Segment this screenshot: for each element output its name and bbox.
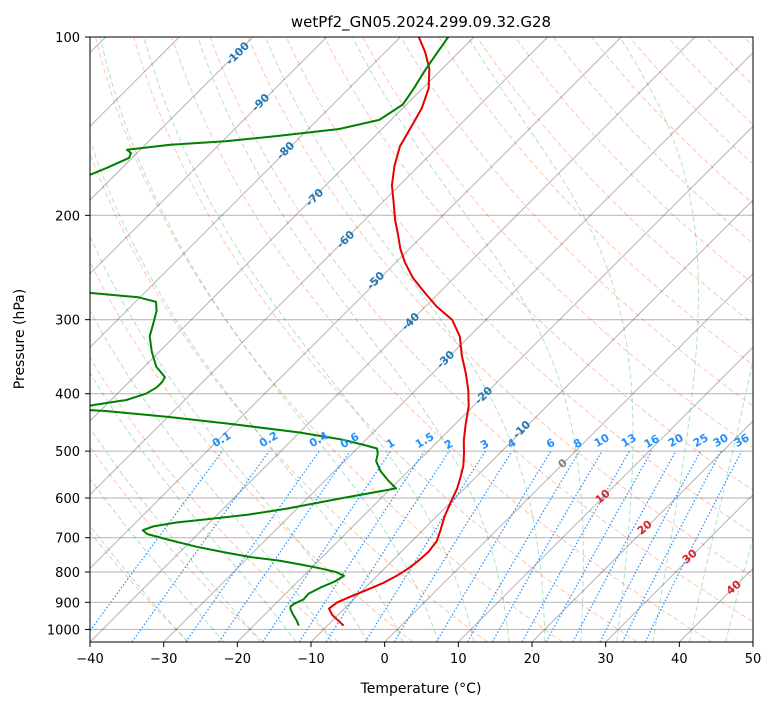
x-axis-label: Temperature (°C) <box>360 681 482 697</box>
y-tick-label: 1000 <box>47 623 80 638</box>
dry-adiabat <box>591 37 775 642</box>
mixing-ratio-label: 16 <box>642 432 662 451</box>
dry-adiabat-label: -50 <box>364 269 387 292</box>
x-tick-label: 0 <box>381 652 389 667</box>
dry-adiabat <box>439 37 775 642</box>
dry-adiabat <box>363 37 775 642</box>
dry-adiabat-label: -80 <box>274 139 297 162</box>
isotherm <box>385 37 775 642</box>
dry-adiabat <box>706 37 775 642</box>
isotherm <box>458 37 775 642</box>
mixing-ratio-line <box>263 451 391 642</box>
x-tick-label: 10 <box>450 652 467 667</box>
y-tick-label: 600 <box>55 492 80 507</box>
mixing-ratio-line <box>600 451 701 642</box>
y-tick-label: 400 <box>55 388 80 403</box>
y-tick-label: 900 <box>55 596 80 611</box>
mixing-ratio-label: 25 <box>691 431 711 450</box>
moist-adiabat-label: 10 <box>593 486 613 506</box>
dry-adiabat <box>0 37 338 642</box>
mixing-ratio-line <box>573 451 676 642</box>
mixing-ratio-line <box>645 451 742 642</box>
x-tick-label: 30 <box>597 652 614 667</box>
mixing-ratio-label: 0.2 <box>257 429 280 450</box>
isotherm <box>0 37 474 642</box>
mixing-ratio-line <box>622 451 721 642</box>
mixing-ratio-line <box>82 451 223 642</box>
y-tick-label: 500 <box>55 445 80 460</box>
isotherm <box>16 37 621 642</box>
moist-adiabat <box>689 37 775 642</box>
dry-adiabat-label: -10 <box>510 418 533 441</box>
dry-adiabat <box>134 37 637 642</box>
dry-adiabat <box>172 37 712 642</box>
background-lines <box>0 37 775 642</box>
moist-adiabat-label: 30 <box>680 546 700 566</box>
mixing-ratio-label: 1.5 <box>413 430 436 451</box>
mixing-ratio-label: 10 <box>592 431 612 450</box>
moist-adiabat <box>4 37 333 642</box>
isotherm <box>164 37 769 642</box>
y-tick-label: 300 <box>55 314 80 329</box>
dry-adiabat <box>744 37 775 642</box>
x-tick-label: −40 <box>76 652 103 667</box>
mixing-ratio-label: 2 <box>442 437 455 452</box>
dry-adiabat <box>477 37 775 642</box>
x-tick-label: −30 <box>150 652 177 667</box>
mixing-ratio-label: 20 <box>666 431 686 450</box>
moist-adiabat <box>726 37 775 642</box>
mixing-ratio-label: 13 <box>619 431 639 450</box>
y-axis-label: Pressure (hPa) <box>12 289 28 389</box>
x-tick-label: 50 <box>745 652 762 667</box>
isotherm <box>0 37 327 642</box>
y-tick-label: 800 <box>55 566 80 581</box>
chart-title: wetPf2_GN05.2024.299.09.32.G28 <box>291 13 551 32</box>
y-tick-label: 700 <box>55 532 80 547</box>
dry-adiabat <box>553 37 775 642</box>
mixing-ratio-label: 0.4 <box>307 429 331 450</box>
x-tick-label: 20 <box>524 652 541 667</box>
mixing-ratio-line <box>546 451 651 642</box>
moist-adiabat <box>0 37 224 642</box>
mixing-ratio-label: 30 <box>711 431 731 450</box>
mixing-ratio-label: 0.1 <box>210 429 233 450</box>
dry-adiabat <box>57 37 487 642</box>
x-tick-label: 40 <box>671 652 688 667</box>
moist-adiabat <box>63 37 403 642</box>
mixing-ratio-line <box>132 451 269 642</box>
dry-adiabat-label: -100 <box>223 39 252 68</box>
dry-adiabat <box>668 37 775 642</box>
y-tick-label: 100 <box>55 31 80 46</box>
x-tick-label: −20 <box>224 652 251 667</box>
y-tick-label: 200 <box>55 209 80 224</box>
mixing-ratio-label: 3 <box>478 437 491 452</box>
moist-adiabat <box>468 37 633 642</box>
mixing-ratio-label: 6 <box>544 436 557 451</box>
x-tick-label: −10 <box>297 652 324 667</box>
dry-adiabat-label: -70 <box>303 186 326 209</box>
mixing-ratio-line <box>522 451 629 642</box>
moist-adiabat <box>32 37 368 642</box>
dry-adiabat <box>0 37 189 642</box>
isotherm <box>532 37 775 642</box>
moist-adiabat <box>762 37 775 642</box>
isotherm <box>753 37 775 642</box>
mixing-ratio-label: 1 <box>384 436 397 451</box>
moist-adiabat <box>0 37 187 642</box>
mixing-ratio-label: 36 <box>732 431 752 450</box>
isotherm <box>90 37 695 642</box>
mixing-ratio-line <box>394 451 512 642</box>
